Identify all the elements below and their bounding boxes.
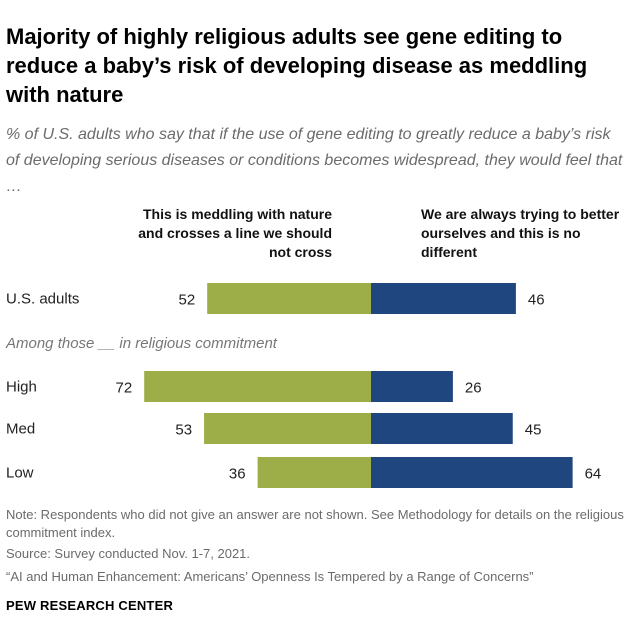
value-label-meddling-med: 53	[175, 422, 192, 439]
category-label-low: Low	[6, 465, 34, 482]
bar-no-different-low	[371, 457, 573, 488]
value-label-no-different-med: 45	[525, 422, 542, 439]
value-label-meddling-u-s-adults: 52	[179, 292, 196, 309]
bar-meddling-med	[204, 413, 371, 444]
chart-source: Source: Survey conducted Nov. 1-7, 2021.	[6, 546, 251, 561]
category-label-u-s-adults: U.S. adults	[6, 291, 79, 308]
bar-no-different-high	[371, 371, 453, 402]
chart-title: Majority of highly religious adults see …	[6, 24, 588, 107]
value-label-no-different-u-s-adults: 46	[528, 292, 545, 309]
series-header-no-different: We are always trying to better ourselves…	[421, 206, 620, 260]
chart-subtitle: % of U.S. adults who say that if the use…	[6, 126, 623, 195]
category-label-high: High	[6, 379, 37, 396]
bar-meddling-u-s-adults	[207, 283, 371, 314]
bar-no-different-u-s-adults	[371, 283, 516, 314]
pew-research-center-logo: PEW RESEARCH CENTER	[6, 598, 174, 613]
value-label-meddling-high: 72	[116, 380, 133, 397]
category-label-med: Med	[6, 421, 35, 438]
value-label-no-different-high: 26	[465, 380, 482, 397]
report-title: “AI and Human Enhancement: Americans’ Op…	[6, 569, 534, 584]
series-header-meddling: This is meddling with nature and crosses…	[138, 206, 332, 260]
group-label-religious-commitment: Among those __ in religious commitment	[6, 335, 277, 352]
bar-meddling-high	[144, 371, 371, 402]
bar-no-different-med	[371, 413, 513, 444]
value-label-no-different-low: 64	[585, 466, 602, 483]
bar-meddling-low	[257, 457, 371, 488]
diverging-bar-chart: U.S. adults 52 46 High 72 26 Med 53 45 Low 36 64	[6, 283, 602, 488]
chart-note: Note: Respondents who did not give an an…	[6, 507, 624, 540]
value-label-meddling-low: 36	[229, 466, 246, 483]
